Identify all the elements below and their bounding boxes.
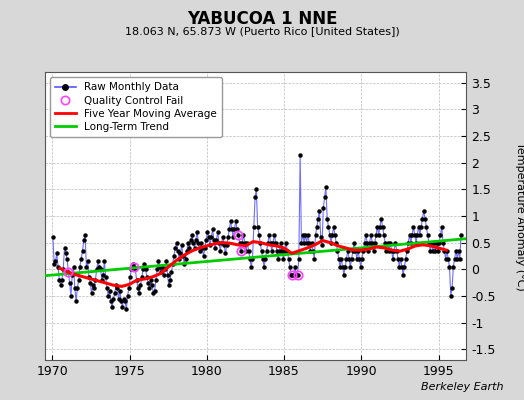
Text: Berkeley Earth: Berkeley Earth (421, 382, 503, 392)
Y-axis label: Temperature Anomaly (°C): Temperature Anomaly (°C) (515, 142, 524, 290)
Legend: Raw Monthly Data, Quality Control Fail, Five Year Moving Average, Long-Term Tren: Raw Monthly Data, Quality Control Fail, … (50, 77, 222, 137)
Text: 18.063 N, 65.873 W (Puerto Rico [United States]): 18.063 N, 65.873 W (Puerto Rico [United … (125, 26, 399, 36)
Text: YABUCOA 1 NNE: YABUCOA 1 NNE (187, 10, 337, 28)
